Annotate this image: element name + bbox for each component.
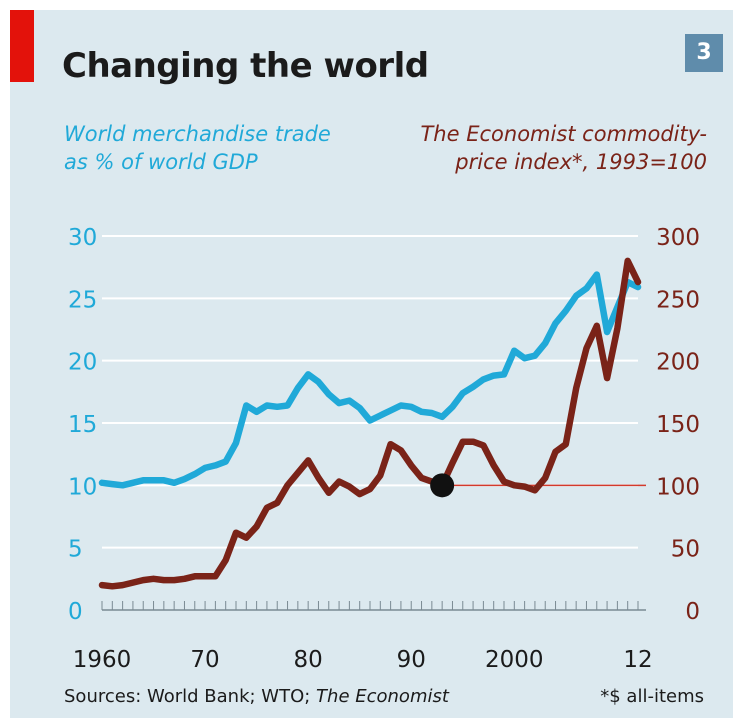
left-axis-tick-label: 0 [68,599,83,625]
trade-share-line [98,271,642,489]
x-axis-tick-label: 70 [190,647,219,673]
chart-number-badge: 3 [685,34,723,72]
x-axis-tick-label: 80 [294,647,323,673]
left-axis-title-line2: as % of world GDP [64,150,258,174]
x-axis-tick-label: 12 [623,647,652,673]
right-axis-tick-label: 250 [656,287,700,313]
dual-axis-line-chart: 0 0 5 50 10 100 15 150 20 200 25 250 30 300 1960 70 80 90… [68,225,700,673]
commodity-index-line [98,257,642,590]
series-layer [98,257,642,590]
left-axis-tick-label: 15 [68,412,97,438]
sources-prefix: Sources: World Bank; WTO; [64,686,317,707]
sources-italic: The Economist [316,686,449,707]
left-axis-tick-label: 30 [68,225,97,251]
x-axis-tick-label: 2000 [485,647,544,673]
left-axis-tick-label: 5 [68,537,83,563]
right-axis-title-line2: price index*, 1993=100 [455,150,707,174]
sources-note: Sources: World Bank; WTO; The Economist [64,686,449,707]
x-axis-tick-label: 1960 [73,647,132,673]
right-axis-tick-label: 300 [656,225,700,251]
left-axis-tick-label: 20 [68,350,97,376]
right-axis-title: The Economist commodity- price index*, 1… [377,120,707,176]
x-axis-tick-label: 90 [397,647,426,673]
right-axis-tick-label: 100 [656,474,700,500]
left-axis-title-line1: World merchandise trade [64,122,331,146]
left-axis-tick-label: 10 [68,474,97,500]
right-axis-tick-label: 0 [685,599,700,625]
chart-panel: Changing the world 3 World merchandise t… [10,10,733,718]
left-axis-tick-label: 25 [68,287,97,313]
base-year-marker [430,473,455,498]
gridlines [101,235,646,611]
footnote: *$ all-items [600,686,704,707]
right-axis-tick-label: 50 [671,537,700,563]
right-axis-title-line1: The Economist commodity- [420,122,707,146]
right-axis-tick-label: 150 [656,412,700,438]
title-accent-tab [10,10,34,82]
tick-label-layer: 0 0 5 50 10 100 15 150 20 200 25 250 30 300 1960 70 80 90… [68,225,700,673]
right-axis-tick-label: 200 [656,350,700,376]
chart-title: Changing the world [62,46,429,86]
left-axis-title: World merchandise trade as % of world GD… [64,120,364,176]
